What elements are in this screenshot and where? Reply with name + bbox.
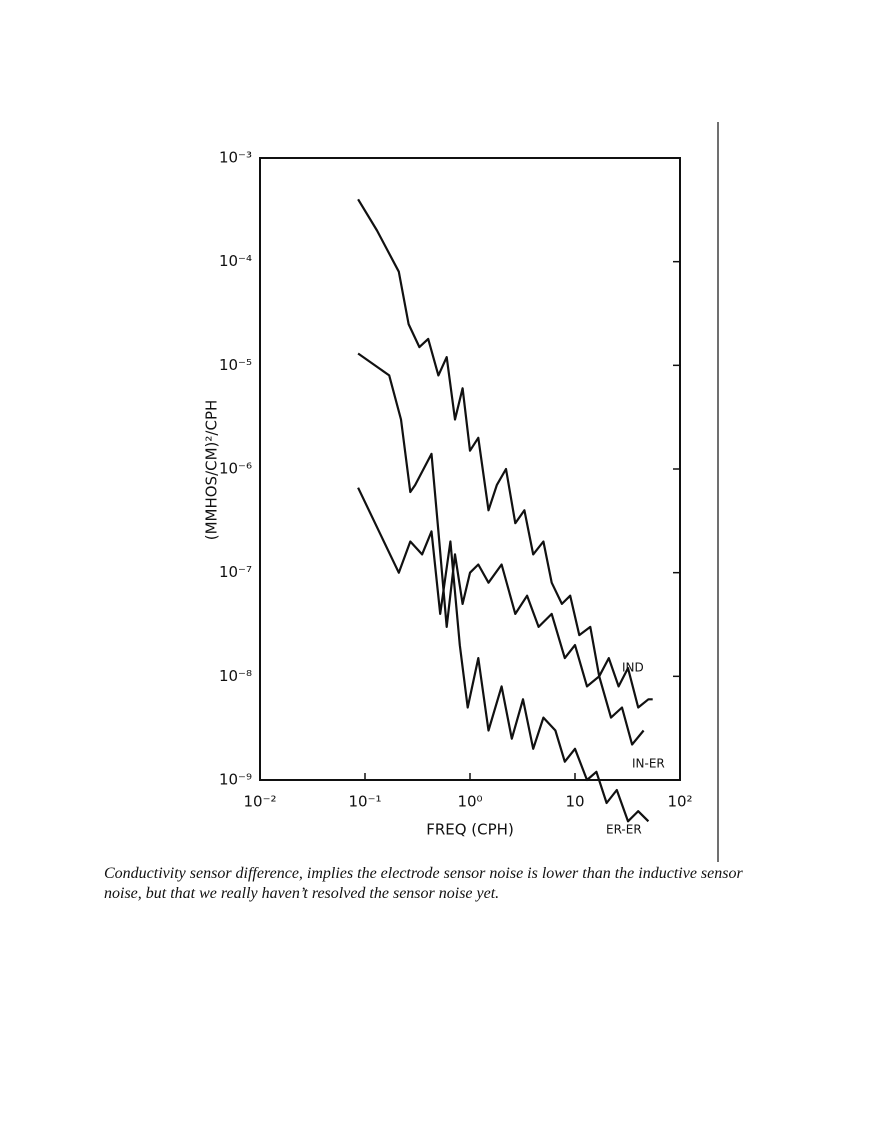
caption: Conductivity sensor difference, implies … <box>104 865 743 902</box>
x-tick-label: 10⁻¹ <box>348 793 381 811</box>
y-tick-label: 10⁻⁷ <box>219 563 252 581</box>
y-tick-label: 10⁻⁶ <box>219 460 252 478</box>
x-tick-label: 10² <box>667 793 692 811</box>
y-tick-label: 10⁻⁸ <box>219 667 252 685</box>
x-tick-label: 10⁻² <box>243 793 276 811</box>
series-label: IN-ER <box>632 757 665 771</box>
data-line <box>357 198 653 709</box>
y-axis-label: (MMHOS/CM)²/CPH <box>203 400 221 541</box>
x-tick-label: 10⁰ <box>457 793 482 811</box>
y-tick-label: 10⁻⁹ <box>219 771 252 789</box>
y-tick-label: 10⁻³ <box>219 149 252 167</box>
series-label: ER-ER <box>606 823 642 837</box>
y-tick-label: 10⁻⁵ <box>219 356 252 374</box>
x-axis-label: FREQ (CPH) <box>426 821 514 839</box>
plot-frame <box>259 157 681 781</box>
y-tick-label: 10⁻⁴ <box>219 252 252 270</box>
data-line <box>357 487 650 823</box>
series-label: IND <box>622 661 644 675</box>
x-tick-label: 10 <box>565 793 584 811</box>
data-line <box>357 352 645 746</box>
